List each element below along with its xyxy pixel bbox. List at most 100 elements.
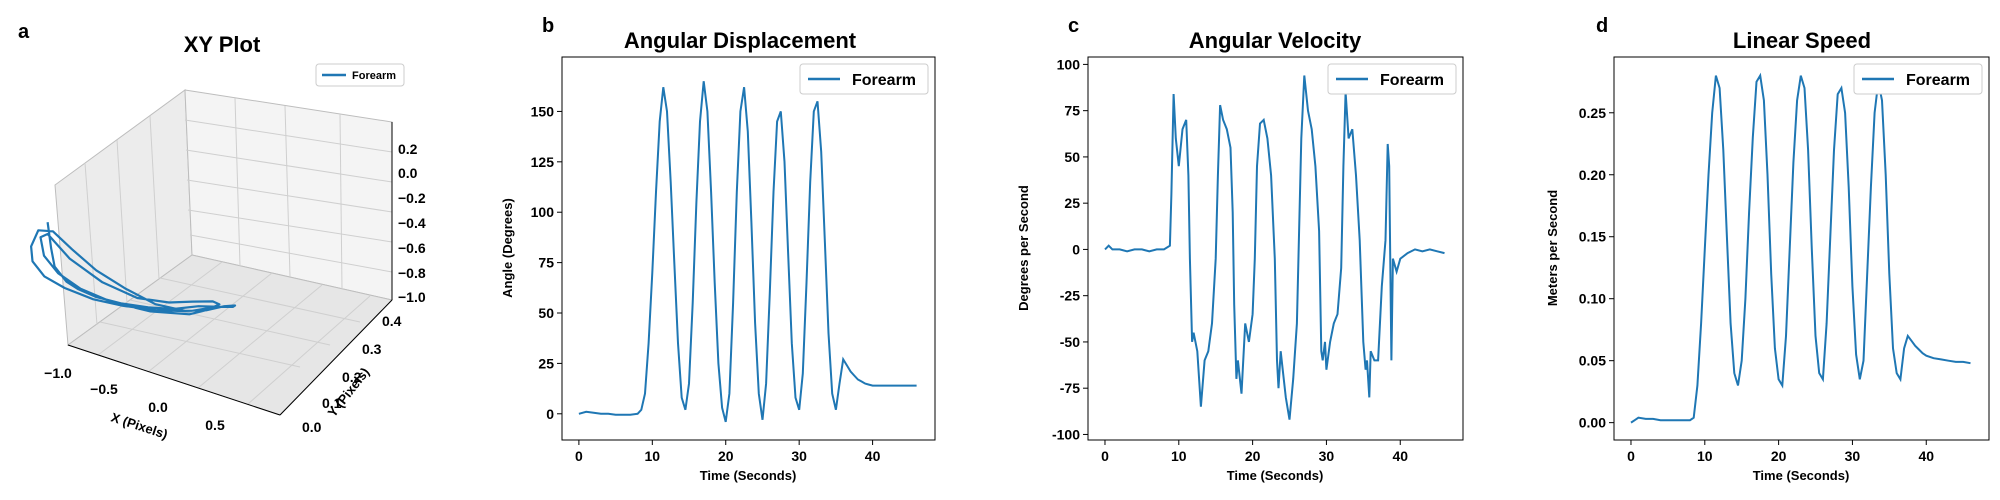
y-tick-label: -25 <box>1060 288 1080 304</box>
plot-frame <box>1613 56 1990 441</box>
x-tick-label: 20 <box>1771 448 1787 464</box>
x-axis-label: Time (Seconds) <box>700 468 797 483</box>
x-tick-label: 0 <box>1101 448 1109 464</box>
x-tick-label: 10 <box>1697 448 1713 464</box>
x-tick-label: 30 <box>1845 448 1861 464</box>
y-tick-label: 0.20 <box>1579 167 1606 183</box>
x-tick-label: 10 <box>1171 448 1187 464</box>
axes-ticks-c: 0 10 20 30 40 -100 -75 -50 -25 0 25 50 75 100 <box>1052 56 1408 464</box>
chart-title-linear-speed: Linear Speed <box>1733 28 1871 53</box>
y-tick-label: 75 <box>538 255 554 271</box>
y-tick-label: 0.4 <box>382 313 402 329</box>
x-tick-label: 40 <box>865 448 881 464</box>
x-tick-label: 0.0 <box>148 399 168 415</box>
z-tick-label: −0.8 <box>398 265 426 281</box>
x-axis-label: Time (Seconds) <box>1753 468 1850 483</box>
legend-label: Forearm <box>1380 72 1444 89</box>
panel-a-xy-plot: a XY Plot <box>18 21 426 442</box>
plot-frame <box>1087 56 1464 441</box>
x-tick-label: −1.0 <box>44 365 72 381</box>
y-tick-label: 0.0 <box>302 419 322 435</box>
panel-label-b: b <box>542 15 554 37</box>
y-tick-label: 0.3 <box>362 341 382 357</box>
legend-b: Forearm <box>799 63 929 95</box>
y-tick-label: 50 <box>538 305 554 321</box>
legend-frame <box>1853 63 1983 95</box>
z-tick-label: 0.0 <box>398 165 418 181</box>
series-line-forearm <box>1630 72 1971 424</box>
plot-frame <box>561 56 936 441</box>
series-line-forearm <box>578 81 917 423</box>
z-tick-label: 0.2 <box>398 141 418 157</box>
chart-title-angular-velocity: Angular Velocity <box>1189 28 1362 53</box>
y-tick-label: -100 <box>1052 426 1080 442</box>
x-tick-label: 0 <box>1627 448 1635 464</box>
legend-frame <box>799 63 929 95</box>
y-tick-label: 0.1 <box>322 395 342 411</box>
legend-label: Forearm <box>852 72 916 89</box>
y-tick-label: 25 <box>538 355 554 371</box>
series-line-forearm-3d <box>30 222 237 316</box>
y-tick-label: 150 <box>531 103 555 119</box>
legend-a: Forearm <box>315 63 405 87</box>
x-tick-label: 30 <box>791 448 807 464</box>
y-axis-label: Angle (Degrees) <box>500 198 515 298</box>
legend-frame <box>1327 63 1457 95</box>
y-axis-line <box>279 299 393 416</box>
z-tick-label: −0.6 <box>398 240 426 256</box>
y-tick-label: 75 <box>1064 103 1080 119</box>
legend-label: Forearm <box>1906 72 1970 89</box>
z-tick-label: −0.4 <box>398 215 426 231</box>
x-tick-label: −0.5 <box>90 381 118 397</box>
y-tick-label: 25 <box>1064 195 1080 211</box>
x-tick-label: 20 <box>1245 448 1261 464</box>
y-tick-label: 100 <box>1057 56 1081 72</box>
x-tick-label: 0.5 <box>205 417 225 433</box>
y-tick-label: 0.25 <box>1579 105 1606 121</box>
y-axis-label: Degrees per Second <box>1016 185 1031 311</box>
x-tick-label: 20 <box>718 448 734 464</box>
y-tick-label: 0.05 <box>1579 353 1606 369</box>
panel-label-d: d <box>1596 15 1608 37</box>
panel-label-a: a <box>18 21 30 43</box>
x-tick-label: 0 <box>575 448 583 464</box>
y-tick-label: -75 <box>1060 380 1080 396</box>
y-tick-label: 0 <box>1072 241 1080 257</box>
x-axis-label: Time (Seconds) <box>1227 468 1324 483</box>
z-ticks-3d: 0.2 0.0 −0.2 −0.4 −0.6 −0.8 −1.0 <box>398 141 426 305</box>
x-tick-label: 10 <box>645 448 661 464</box>
legend-c: Forearm <box>1327 63 1457 95</box>
chart-title-angular-displacement: Angular Displacement <box>624 28 857 53</box>
panel-c-angular-velocity: c Angular Velocity 0 10 20 30 40 -100 -75 -50 -2… <box>1016 15 1464 483</box>
xy-grid <box>84 97 393 405</box>
y-ticks-3d: 0.0 0.1 0.2 0.3 0.4 <box>302 313 402 435</box>
z-tick-label: −0.2 <box>398 190 426 206</box>
y-tick-label: -50 <box>1060 334 1080 350</box>
x-tick-label: 40 <box>1918 448 1934 464</box>
panel-b-angular-displacement: b Angular Displacement 0 10 20 30 40 0 25 50 75 1… <box>500 15 936 483</box>
chart-title-xy-plot: XY Plot <box>184 32 261 57</box>
y-axis-label: Meters per Second <box>1545 190 1560 306</box>
x-ticks-3d: −1.0 −0.5 0.0 0.5 <box>44 365 225 433</box>
y-tick-label: 50 <box>1064 149 1080 165</box>
axes-ticks-d: 0 10 20 30 40 0.00 0.05 0.10 0.15 0.20 0.25 <box>1579 105 1935 464</box>
panel-d-linear-speed: d Linear Speed 0 10 20 30 40 0.00 0.05 0.10 0.15… <box>1545 15 1990 483</box>
x-tick-label: 30 <box>1319 448 1335 464</box>
y-tick-label: 100 <box>531 204 555 220</box>
legend-d: Forearm <box>1853 63 1983 95</box>
axes-ticks-b: 0 10 20 30 40 0 25 50 75 100 125 150 <box>531 103 881 464</box>
legend-label: Forearm <box>352 70 396 82</box>
x-tick-label: 40 <box>1392 448 1408 464</box>
legend-frame <box>315 63 405 87</box>
y-tick-label: 0 <box>546 406 554 422</box>
panel-label-c: c <box>1068 15 1079 37</box>
y-tick-label: 0.2 <box>342 369 362 385</box>
z-tick-label: −1.0 <box>398 289 426 305</box>
y-tick-label: 125 <box>531 154 555 170</box>
y-tick-label: 0.15 <box>1579 229 1606 245</box>
y-tick-label: 0.10 <box>1579 291 1606 307</box>
series-line-forearm <box>1104 75 1445 420</box>
y-tick-label: 0.00 <box>1579 415 1606 431</box>
x-axis-line <box>67 344 281 416</box>
